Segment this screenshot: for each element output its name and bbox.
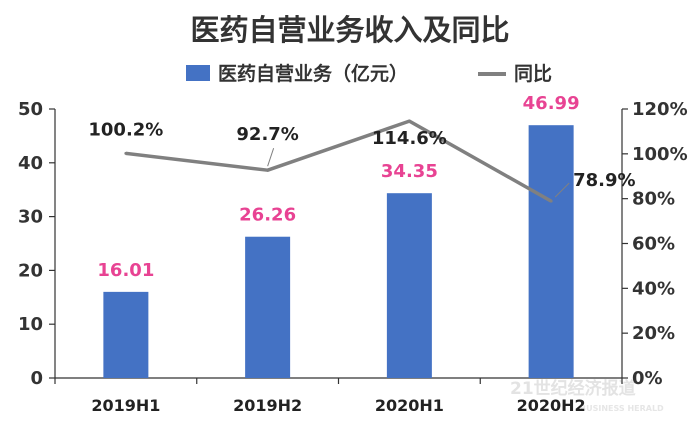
- line-point: [549, 199, 553, 203]
- y-left-tick-label: 10: [18, 314, 43, 335]
- y-left-tick-label: 20: [18, 260, 43, 281]
- bar: [103, 291, 149, 378]
- line-label-leader: [554, 182, 570, 198]
- line-point: [407, 119, 411, 123]
- legend-bar-label: 医药自营业务（亿元）: [218, 62, 408, 85]
- line-value-label: 92.7%: [236, 124, 298, 145]
- y-left-tick-label: 30: [18, 207, 43, 228]
- x-tick-label: 2020H2: [517, 396, 586, 415]
- y-right-tick-label: 40%: [632, 278, 675, 299]
- watermark-text: 21世纪经济报道: [510, 378, 636, 399]
- y-left-tick-label: 40: [18, 153, 43, 174]
- legend-bar-swatch: [186, 65, 210, 81]
- bar-value-label: 34.35: [381, 161, 438, 182]
- y-right-tick-label: 80%: [632, 189, 675, 210]
- bar-value-label: 16.01: [97, 260, 154, 281]
- bar: [386, 193, 432, 378]
- x-tick-label: 2020H1: [375, 396, 444, 415]
- y-right-tick-label: 0%: [632, 368, 663, 389]
- y-right-tick-label: 120%: [632, 99, 688, 120]
- line-value-label: 78.9%: [573, 170, 635, 191]
- y-left-tick-label: 50: [18, 99, 43, 120]
- x-tick-label: 2019H2: [233, 396, 302, 415]
- x-tick-label: 2019H1: [91, 396, 160, 415]
- bar: [245, 236, 291, 378]
- plot-area: 0 10 20 30 40 50 0% 20% 40% 60% 80% 100% 120% 2019H1 2…: [18, 93, 688, 415]
- bar: [528, 125, 574, 378]
- y-right-tick-label: 20%: [632, 323, 675, 344]
- line-series: [125, 119, 552, 203]
- chart-title: 医药自营业务收入及同比: [190, 13, 509, 47]
- line-point: [124, 151, 128, 155]
- line-value-label: 114.6%: [372, 128, 447, 149]
- line-label-leader: [267, 148, 275, 167]
- bar-value-label: 46.99: [523, 93, 580, 114]
- legend-line-label: 同比: [514, 63, 552, 85]
- line-point: [266, 168, 270, 172]
- y-right-tick-label: 60%: [632, 234, 675, 255]
- legend: 医药自营业务（亿元） 同比: [186, 62, 552, 85]
- y-left-tick-label: 0: [30, 368, 43, 389]
- line-value-label: 100.2%: [88, 119, 163, 140]
- watermark-sub: BUSINESS HERALD: [580, 404, 664, 413]
- y-right-tick-label: 100%: [632, 144, 688, 165]
- bar-value-label: 26.26: [239, 205, 296, 226]
